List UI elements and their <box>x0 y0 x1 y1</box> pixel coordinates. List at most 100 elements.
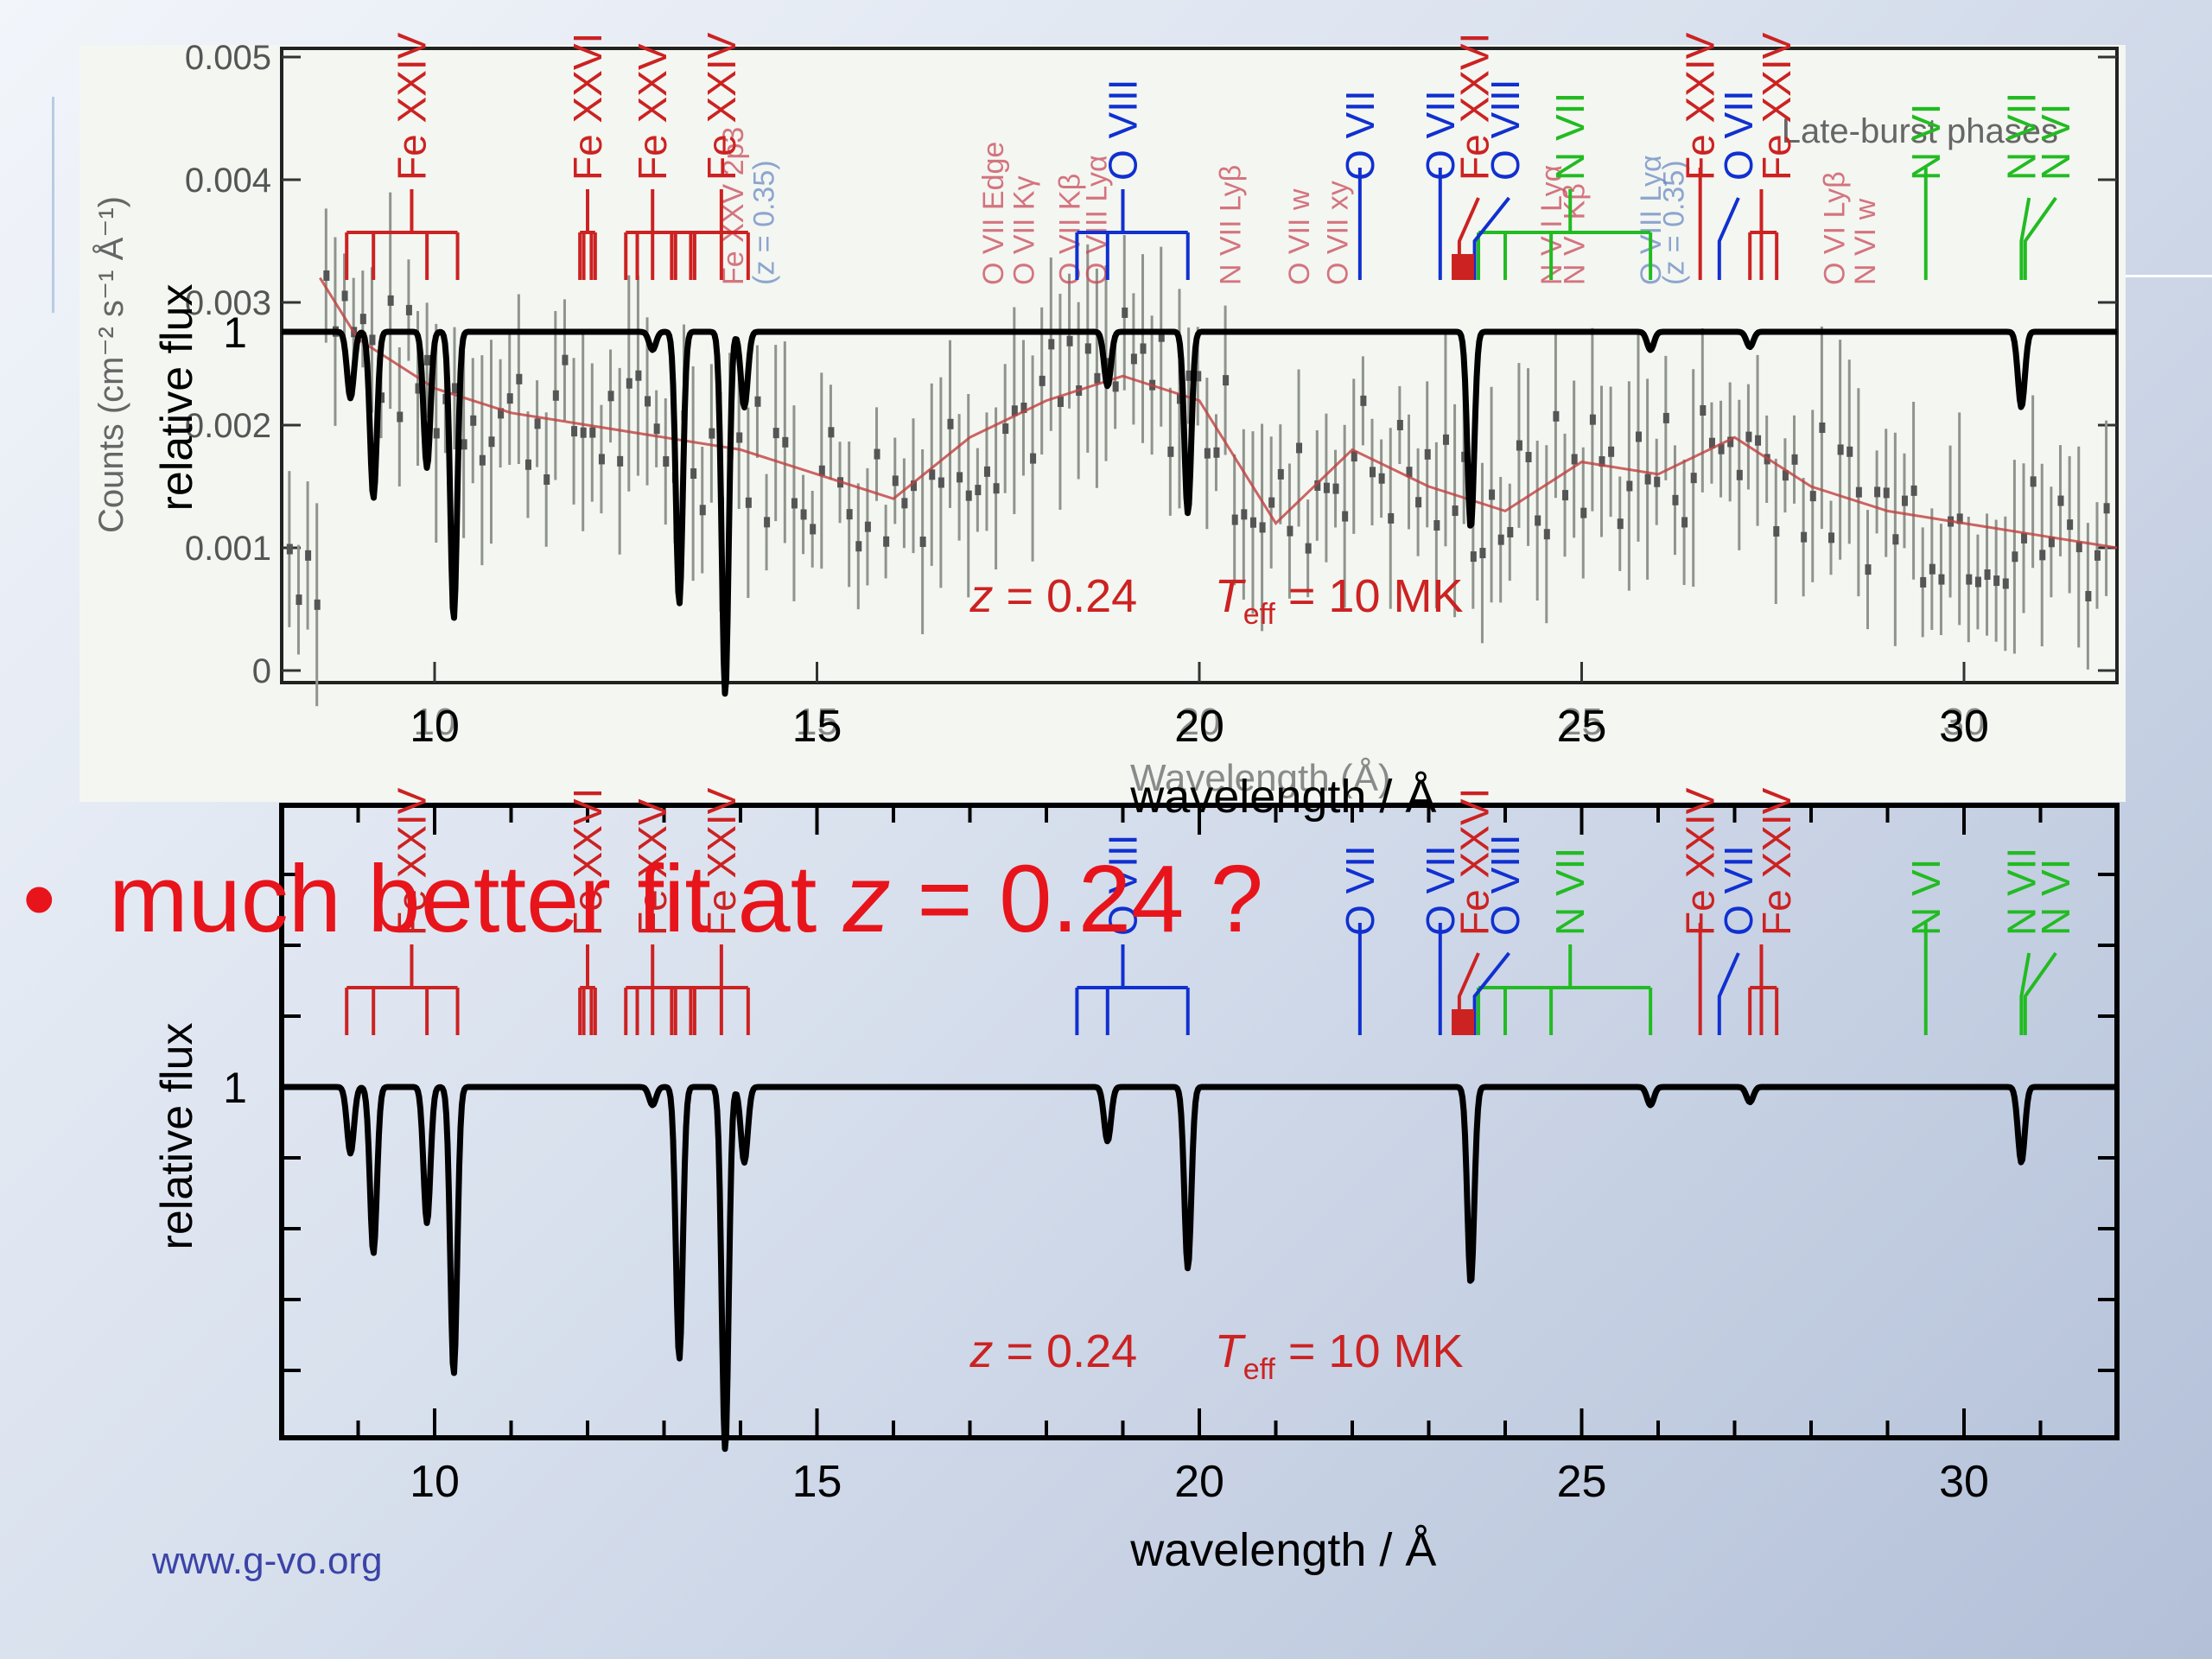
model-x-tick-label: 20 <box>1174 702 1224 752</box>
observed-data-point <box>1223 375 1230 386</box>
line-label: Fe XXV <box>630 43 675 181</box>
observed-data-point <box>341 290 348 302</box>
observed-data-point <box>699 505 706 516</box>
bullet-z: z <box>842 846 891 952</box>
model-x-tick-label: 25 <box>1557 702 1607 752</box>
model-x-tick-label: 30 <box>1939 702 1989 752</box>
observed-data-point <box>892 475 899 486</box>
observed-data-point <box>947 418 954 429</box>
bottom-model-chart: 10 15 20 25 30 1 relative flux wavelength / Å Fe… <box>152 787 2120 1576</box>
observed-data-point <box>2030 476 2037 487</box>
line-label: N VII <box>1548 848 1592 936</box>
model-spectrum-curve <box>280 328 2119 697</box>
observed-x-tick-label: 20 <box>1179 701 1221 743</box>
observed-y-tick-label: 0.005 <box>185 39 271 77</box>
observed-data-point <box>1342 511 1349 522</box>
z-symbol: z <box>969 570 994 622</box>
observed-data-point <box>911 480 918 492</box>
line-label: N VI <box>2033 104 2078 181</box>
z-symbol: z <box>969 1325 994 1377</box>
observed-data-point <box>1370 467 1376 478</box>
observed-data-point <box>1847 446 1853 457</box>
observed-overlay-label: (z = 0.35) <box>748 160 781 285</box>
observed-data-point <box>1571 454 1578 465</box>
teff-value: = 10 MK <box>1275 570 1464 622</box>
observed-data-point <box>2021 532 2028 543</box>
observed-data-point <box>461 439 467 450</box>
observed-data-point <box>1415 497 1422 508</box>
observed-data-point <box>1424 448 1431 460</box>
observed-data-point <box>1360 395 1367 406</box>
observed-data-point <box>387 295 394 306</box>
bullet-dot: • <box>22 846 56 952</box>
observed-data-point <box>1910 485 1917 496</box>
line-label: Fe XXVI <box>565 33 610 181</box>
observed-data-point <box>1268 497 1275 508</box>
line-label: O VII <box>1716 845 1761 936</box>
observed-data-point <box>754 396 761 407</box>
observed-data-point <box>1195 371 1202 382</box>
bullet-text: • much better fit at z = 0.24 ? <box>22 847 1263 951</box>
observed-data-point <box>828 427 835 438</box>
observed-data-point <box>993 483 1000 494</box>
observed-data-point <box>1396 419 1403 430</box>
observed-data-point <box>1525 452 1532 463</box>
observed-data-point <box>1562 490 1569 501</box>
line-label: Fe XXVI <box>565 788 610 936</box>
model-annotation-teff: Teff = 10 MK <box>1215 1325 1464 1386</box>
z-value: = 0.24 <box>994 1325 1138 1377</box>
observed-x-tick-label: 10 <box>414 701 456 743</box>
observed-data-point <box>1479 548 1486 559</box>
observed-data-point <box>2057 495 2064 506</box>
observed-y-axis-label: Counts (cm⁻² s⁻¹ Å⁻¹) <box>92 196 130 533</box>
line-id-brackets: Fe XXIV Fe XXVI Fe XXV Fe XXIV O VIII O VII O … <box>345 787 2078 1035</box>
observed-data-point <box>1094 372 1101 384</box>
observed-data-point <box>1599 456 1605 467</box>
observed-data-point <box>635 370 642 381</box>
observed-data-point <box>800 509 807 520</box>
line-label: N VI <box>1904 859 1948 936</box>
model-annotation-teff: Teff = 10 MK <box>1215 570 1464 631</box>
observed-data-point <box>901 498 908 509</box>
observed-data-point <box>1755 435 1762 446</box>
observed-data-point <box>1901 495 1908 506</box>
observed-y-tick-label: 0.002 <box>185 407 271 445</box>
line-label: N VII <box>1999 848 2044 936</box>
observed-data-point <box>1681 517 1688 528</box>
line-id-brackets: Fe XXIV Fe XXVI Fe XXV Fe XXIV O VIII O VII O … <box>345 32 2078 280</box>
observed-data-point <box>589 427 596 438</box>
line-label: O VIII <box>1483 834 1528 936</box>
observed-data-point <box>1259 522 1266 533</box>
observed-data-point <box>479 454 486 466</box>
observed-data-point <box>1442 434 1449 445</box>
line-label: Fe XXIV <box>1678 787 1723 936</box>
observed-overlay-label: O VI Lyβ <box>1819 171 1852 285</box>
footer-url-link[interactable]: www.g-vo.org <box>152 1540 383 1582</box>
observed-data-point <box>378 392 385 404</box>
observed-data-point <box>645 396 652 407</box>
observed-data-point <box>1837 444 1844 455</box>
observed-data-point <box>552 390 559 401</box>
observed-data-point <box>1470 551 1477 563</box>
observed-y-tick-label: 0.003 <box>185 284 271 322</box>
observed-data-point <box>1654 476 1661 487</box>
top-model-chart: 10 15 20 25 30 1 relative flux wavelength / Å Fe… <box>152 32 2119 823</box>
observed-data-point <box>1589 414 1596 425</box>
observed-overlay-label: O VII Kγ <box>1007 175 1040 285</box>
model-x-tick-label: 25 <box>1557 1457 1607 1507</box>
observed-data-point <box>1176 393 1183 404</box>
observed-data-point <box>874 448 880 460</box>
observed-data-point <box>883 536 890 547</box>
observed-legend-text: Late-burst phases <box>1782 112 2058 150</box>
line-label: O VII <box>1418 845 1463 936</box>
line-label: O VIII <box>1483 79 1528 181</box>
observed-data-point <box>369 334 376 346</box>
observed-data-point <box>607 391 614 402</box>
observed-data-point <box>516 373 523 385</box>
observed-data-point <box>864 521 871 532</box>
line-label: N VII <box>1999 92 2044 181</box>
observed-data-point <box>1809 491 1816 502</box>
fe-xxvi-blend-block <box>1452 1009 1475 1035</box>
